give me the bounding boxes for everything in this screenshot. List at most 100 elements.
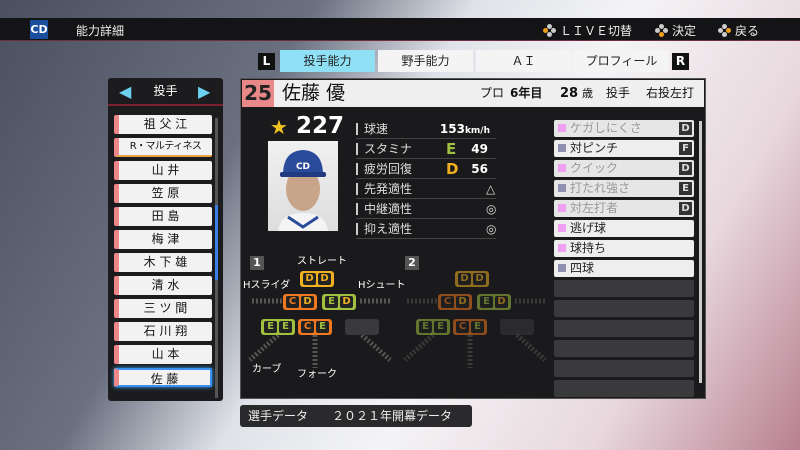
ability-row[interactable]: 球持ち bbox=[554, 240, 694, 257]
ability-rank: E bbox=[679, 182, 692, 195]
ability-name: 対左打者 bbox=[570, 201, 619, 215]
pitch-name: Hシュート bbox=[358, 280, 406, 291]
ability-name: クイック bbox=[570, 161, 619, 175]
player-list-item[interactable]: 佐 藤 bbox=[114, 368, 212, 387]
live-toggle-hint[interactable]: ＬＩＶＥ切替 bbox=[543, 22, 632, 39]
ability-rank: F bbox=[679, 142, 692, 155]
next-category-arrow-icon[interactable]: ▶ bbox=[198, 82, 211, 101]
top-bar bbox=[0, 18, 800, 41]
confirm-hint[interactable]: 決定 bbox=[655, 22, 696, 39]
age-unit: 歳 bbox=[582, 87, 593, 100]
pro-label: プロ bbox=[480, 86, 505, 100]
pitch-speed-grade: D bbox=[303, 273, 316, 285]
tab-pitcher-ability[interactable]: 投手能力 bbox=[280, 50, 375, 72]
ability-empty-slot bbox=[554, 300, 694, 317]
screen-title: 能力詳細 bbox=[76, 24, 125, 38]
pitch-speed-grade: D bbox=[458, 273, 471, 285]
ability-row[interactable]: ケガしにくさ D bbox=[554, 120, 694, 137]
uniform-number: 25 bbox=[242, 80, 274, 107]
pitch-break-grade: E bbox=[471, 321, 484, 333]
pitch-name: Hスライダ bbox=[243, 280, 291, 291]
player-list-item[interactable]: 田 島 bbox=[114, 207, 212, 226]
tab-profile[interactable]: プロフィール bbox=[574, 50, 669, 72]
player-list-item[interactable]: R・マルティネス bbox=[114, 138, 212, 157]
ability-empty-slot bbox=[554, 320, 694, 337]
tab-left-button[interactable]: L bbox=[258, 53, 275, 70]
pitch-name: ストレート bbox=[297, 256, 347, 267]
stat-row: 中継適性 ◎ bbox=[356, 199, 496, 219]
ability-empty-slot bbox=[554, 280, 694, 297]
stat-row: 疲労回復 D 56 bbox=[356, 159, 496, 179]
confirm-label: 決定 bbox=[672, 24, 697, 38]
player-list-item[interactable]: 山 本 bbox=[114, 345, 212, 364]
ability-rank: D bbox=[679, 122, 692, 135]
ability-rank: D bbox=[679, 162, 692, 175]
stat-bar-icon bbox=[356, 163, 358, 175]
pitch-break-grade: D bbox=[301, 296, 314, 308]
player-list-item[interactable]: 清 水 bbox=[114, 276, 212, 295]
ability-type-icon bbox=[558, 244, 566, 252]
handedness: 右投左打 bbox=[646, 86, 695, 100]
pitch-direction-arrows-icon bbox=[248, 298, 392, 368]
pitch-speed-grade: C bbox=[441, 296, 454, 308]
player-list-item[interactable]: 石 川 翔 bbox=[114, 322, 212, 341]
player-list-item[interactable]: 山 井 bbox=[114, 161, 212, 180]
ability-scrollbar[interactable] bbox=[699, 121, 702, 383]
ability-empty-slot bbox=[554, 360, 694, 377]
ability-type-icon bbox=[558, 124, 566, 132]
tab-right-button[interactable]: R bbox=[672, 53, 689, 70]
ability-row[interactable]: 打たれ強さ E bbox=[554, 180, 694, 197]
ability-row[interactable]: クイック D bbox=[554, 160, 694, 177]
stat-label: 中継適性 bbox=[364, 202, 413, 216]
pitch-speed-grade: C bbox=[301, 321, 314, 333]
stat-value: ◎ bbox=[486, 202, 497, 216]
list-scroll-thumb[interactable] bbox=[215, 205, 218, 280]
pitch-speed-grade: C bbox=[286, 296, 299, 308]
player-list-item[interactable]: 梅 津 bbox=[114, 230, 212, 249]
player-portrait: CD bbox=[268, 141, 338, 231]
pitch-panel-number: 1 bbox=[250, 256, 264, 270]
pitch-empty-slot bbox=[500, 319, 534, 335]
ability-row[interactable]: 対ピンチ F bbox=[554, 140, 694, 157]
ability-row[interactable]: 四球 bbox=[554, 260, 694, 277]
ability-empty-slot bbox=[554, 340, 694, 357]
ability-type-icon bbox=[558, 204, 566, 212]
ability-row[interactable]: 対左打者 D bbox=[554, 200, 694, 217]
stat-row: スタミナ E 49 bbox=[356, 139, 496, 159]
pitch-speed-grade: E bbox=[325, 296, 338, 308]
live-toggle-label: ＬＩＶＥ切替 bbox=[560, 24, 633, 38]
stat-label: 球速 bbox=[364, 122, 389, 136]
player-list-item[interactable]: 木 下 雄 bbox=[114, 253, 212, 272]
ability-name: 逃げ球 bbox=[570, 221, 607, 235]
svg-text:CD: CD bbox=[296, 162, 310, 172]
tab-ai[interactable]: ＡＩ bbox=[476, 50, 571, 72]
data-source-value: ２０２１年開幕データ bbox=[332, 409, 453, 423]
prev-category-arrow-icon[interactable]: ◀ bbox=[119, 82, 132, 101]
overall-rating: 227 bbox=[296, 113, 345, 139]
buttons-icon bbox=[718, 23, 732, 38]
player-list-item[interactable]: 祖 父 江 bbox=[114, 115, 212, 134]
back-hint[interactable]: 戻る bbox=[718, 22, 759, 39]
pitch-break-grade: E bbox=[316, 321, 329, 333]
tab-fielder-ability[interactable]: 野手能力 bbox=[378, 50, 473, 72]
pitch-empty-slot bbox=[345, 319, 379, 335]
pitch-speed-grade: E bbox=[419, 321, 432, 333]
ability-type-icon bbox=[558, 264, 566, 272]
stat-value: 49 bbox=[471, 142, 488, 156]
pitch-direction-arrows-icon bbox=[403, 298, 547, 368]
ability-row[interactable]: 逃げ球 bbox=[554, 220, 694, 237]
stat-label: スタミナ bbox=[364, 142, 413, 156]
player-list-item[interactable]: 三 ツ 間 bbox=[114, 299, 212, 318]
stat-row: 先発適性 △ bbox=[356, 179, 496, 199]
player-list-item[interactable]: 笠 原 bbox=[114, 184, 212, 203]
ability-name: ケガしにくさ bbox=[570, 121, 642, 135]
stat-label: 抑え適性 bbox=[364, 222, 413, 236]
stat-unit: km/h bbox=[464, 126, 490, 136]
stat-label: 疲労回復 bbox=[364, 162, 413, 176]
